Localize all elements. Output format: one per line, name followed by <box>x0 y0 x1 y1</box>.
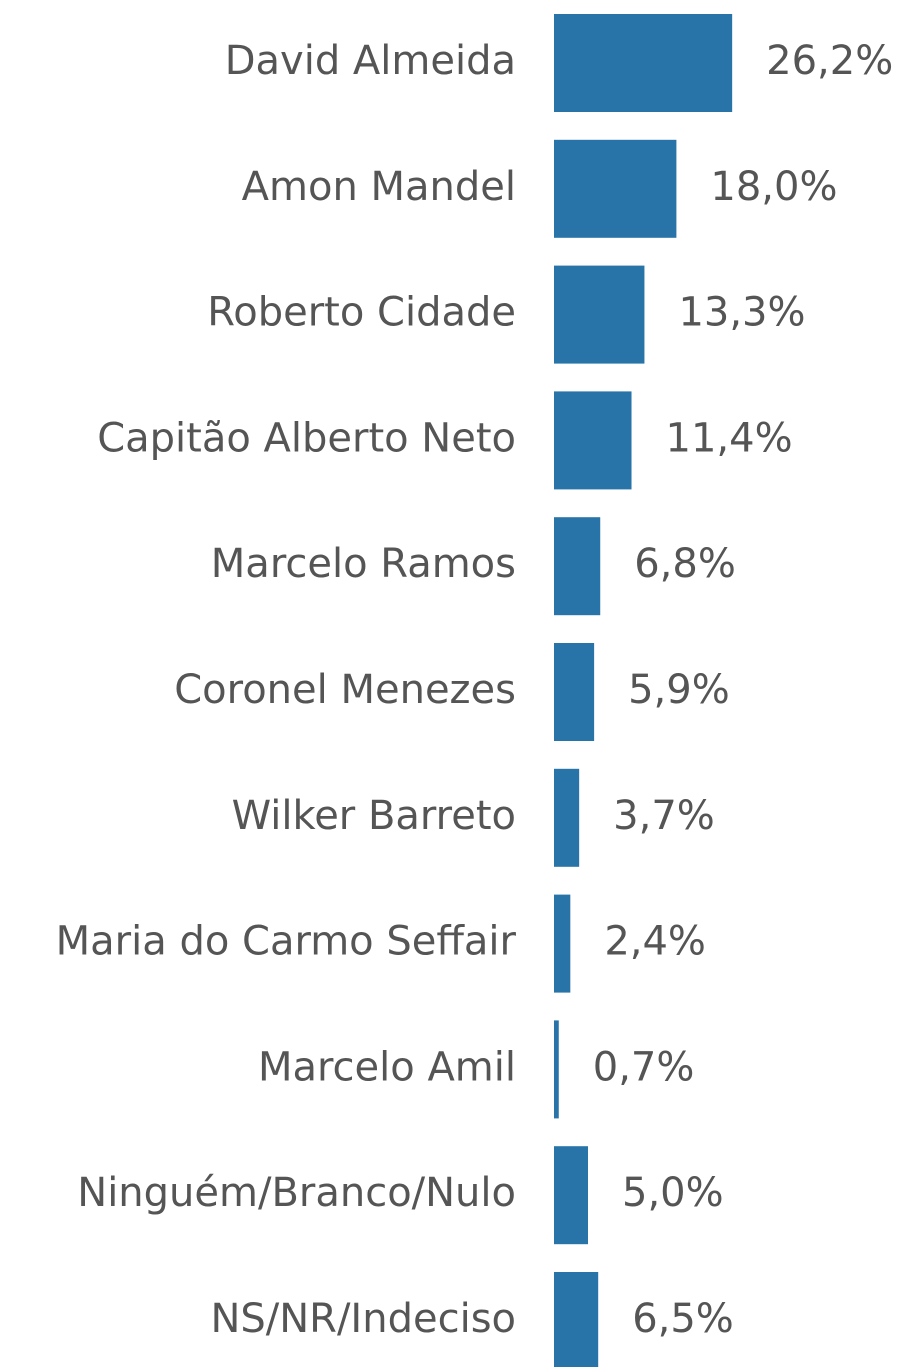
value-label: 6,5% <box>632 1296 734 1342</box>
bar <box>554 643 595 741</box>
value-label: 13,3% <box>678 290 805 336</box>
value-label: 3,7% <box>613 793 715 839</box>
category-label: Coronel Menezes <box>174 667 516 713</box>
bar <box>554 517 601 616</box>
category-label: Roberto Cidade <box>207 290 516 336</box>
category-label: Capitão Alberto Neto <box>97 415 516 461</box>
value-label: 5,9% <box>628 667 730 713</box>
value-label: 5,0% <box>622 1170 724 1216</box>
value-label: 11,4% <box>666 415 793 461</box>
category-label: Amon Mandel <box>242 164 516 210</box>
value-label: 2,4% <box>604 919 706 965</box>
bar <box>554 1146 588 1245</box>
category-label: Wilker Barreto <box>232 793 516 839</box>
bar <box>554 14 733 112</box>
bar <box>554 1272 599 1367</box>
category-label: David Almeida <box>225 38 516 84</box>
value-label: 0,7% <box>593 1044 695 1090</box>
value-label: 26,2% <box>766 38 893 84</box>
bar <box>554 768 580 867</box>
category-label: Marcelo Amil <box>258 1044 516 1090</box>
category-label: Marcelo Ramos <box>211 541 516 587</box>
bar <box>554 265 645 364</box>
bar <box>554 139 677 238</box>
bar <box>554 894 571 993</box>
bar <box>554 1020 559 1119</box>
bar <box>554 391 632 490</box>
category-label: NS/NR/Indeciso <box>210 1296 516 1342</box>
value-label: 18,0% <box>710 164 837 210</box>
category-label: Ninguém/Branco/Nulo <box>77 1170 516 1216</box>
category-label: Maria do Carmo Seffair <box>56 919 517 965</box>
value-label: 6,8% <box>634 541 736 587</box>
